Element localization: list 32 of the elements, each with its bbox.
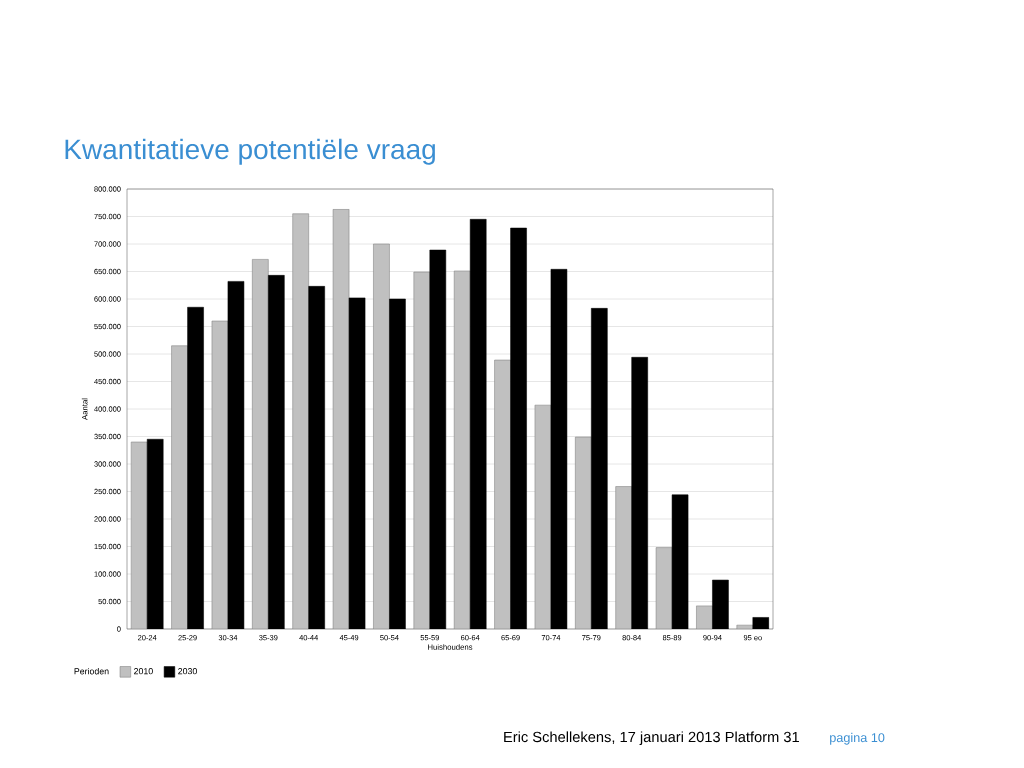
bar — [575, 436, 592, 629]
bar — [348, 297, 366, 629]
text: Eric Schellekens, 17 januari 2013 Platform 31 — [504, 731, 799, 746]
bar — [171, 345, 188, 629]
bar — [227, 281, 245, 629]
bar — [413, 271, 431, 629]
bar — [712, 579, 729, 629]
bar — [453, 270, 471, 629]
bar — [429, 249, 447, 629]
text: pagina 10 — [830, 732, 885, 745]
bar — [389, 298, 406, 629]
bar — [308, 286, 325, 629]
bar — [510, 227, 527, 629]
bar — [146, 438, 164, 629]
bar — [631, 357, 648, 629]
bar — [671, 494, 689, 629]
bar — [130, 441, 148, 629]
bar — [494, 359, 511, 629]
bar — [268, 275, 285, 629]
chart-title: Kwantitatieve potentiële vraag — [65, 138, 435, 165]
bar — [752, 617, 770, 629]
bar — [615, 486, 632, 629]
bar — [187, 306, 204, 629]
bar — [373, 243, 390, 629]
bar — [252, 259, 269, 629]
legend-label: 2030 — [178, 668, 197, 675]
bar — [550, 269, 568, 629]
legend-label: 2010 — [134, 668, 153, 675]
bar — [469, 218, 487, 629]
bar — [591, 308, 608, 629]
legend-title: Perioden — [74, 667, 109, 675]
bar — [292, 213, 309, 629]
